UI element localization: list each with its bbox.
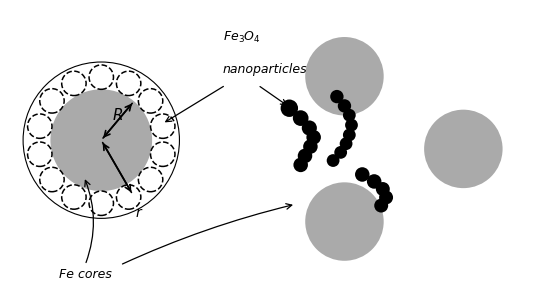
Text: nanoparticles: nanoparticles xyxy=(223,63,307,76)
Circle shape xyxy=(367,174,381,189)
Circle shape xyxy=(340,137,352,150)
Circle shape xyxy=(330,90,344,103)
Circle shape xyxy=(345,119,358,131)
Circle shape xyxy=(293,158,308,172)
Circle shape xyxy=(376,182,390,196)
Circle shape xyxy=(305,37,384,115)
Circle shape xyxy=(306,130,321,145)
Circle shape xyxy=(338,99,351,113)
Circle shape xyxy=(50,89,152,191)
Circle shape xyxy=(374,199,388,213)
Text: r: r xyxy=(136,206,142,220)
Circle shape xyxy=(343,109,356,121)
Circle shape xyxy=(379,190,393,204)
Text: Fe$_3$O$_4$: Fe$_3$O$_4$ xyxy=(223,30,261,45)
Circle shape xyxy=(355,167,370,182)
Circle shape xyxy=(303,139,318,154)
Circle shape xyxy=(334,146,347,159)
Circle shape xyxy=(281,100,298,117)
Circle shape xyxy=(424,110,503,188)
Circle shape xyxy=(302,120,317,135)
Circle shape xyxy=(293,110,308,126)
Circle shape xyxy=(327,154,339,167)
Circle shape xyxy=(298,149,312,163)
Text: Fe cores: Fe cores xyxy=(59,268,111,281)
Text: R: R xyxy=(113,108,123,123)
Circle shape xyxy=(343,128,356,141)
Circle shape xyxy=(305,182,384,261)
